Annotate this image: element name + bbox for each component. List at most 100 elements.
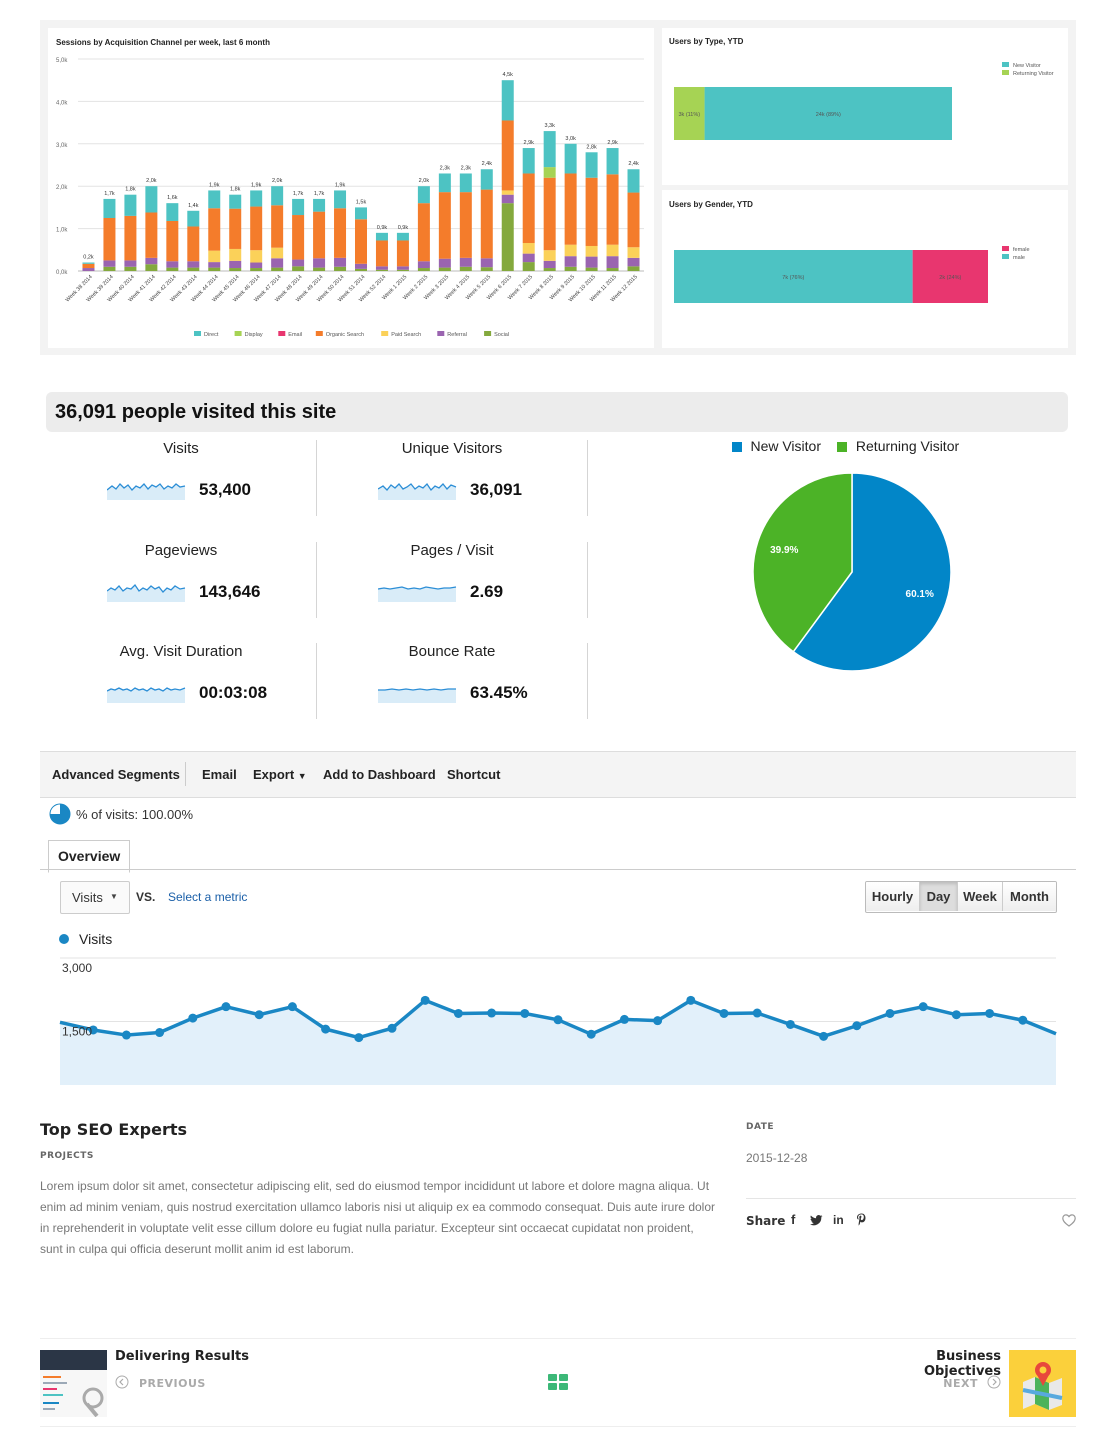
bar-segment-organic-search <box>292 215 305 260</box>
bar-total-label: 1,4k <box>188 203 199 209</box>
divider <box>316 440 317 516</box>
bar-segment-referral <box>292 259 305 267</box>
bar-segment-paid-search <box>501 190 514 195</box>
bar-total-label: 2,9k <box>524 140 535 146</box>
data-point <box>1018 1015 1028 1025</box>
bar-segment-organic-search <box>313 211 326 259</box>
bar-segment-organic-search <box>375 240 388 267</box>
bar-total-label: 1,7k <box>314 191 325 197</box>
users-by-type-card: Users by Type, YTD 3k (11%) 24k (89%) New … <box>662 28 1068 185</box>
bar-segment-direct <box>417 186 430 204</box>
next-post-title[interactable]: Business Objectives <box>923 1349 1001 1379</box>
facebook-icon[interactable]: f <box>791 1212 796 1227</box>
week-button[interactable]: Week <box>958 882 1003 911</box>
bar-total-label: 0,9k <box>377 225 388 231</box>
bar-segment-referral <box>103 260 116 267</box>
segment-percent: % of visits: 100.00% <box>76 807 194 822</box>
shortcut-button[interactable]: Shortcut <box>447 767 501 782</box>
legend-swatch <box>381 331 389 336</box>
bar-total-label: 1,8k <box>230 187 241 193</box>
stat-bounce-rate: Bounce Rate 63.45% <box>317 643 587 719</box>
visits-line-chart: 3,000 1,500 <box>59 957 1057 1085</box>
bar-segment-direct <box>480 169 493 190</box>
next-link[interactable]: NEXT <box>943 1377 978 1390</box>
y-tick-label: 0,0k <box>56 270 68 276</box>
data-point <box>453 1008 463 1018</box>
sparkline <box>378 482 457 500</box>
sparkline <box>378 688 456 703</box>
bar-segment-social <box>480 267 493 271</box>
heart-icon[interactable] <box>1062 1214 1076 1227</box>
bar-segment-social <box>627 266 640 271</box>
y-tick-label: 1,500 <box>62 1025 92 1039</box>
delivering-results-thumbnail[interactable] <box>40 1350 107 1417</box>
bar-segment-social <box>292 266 305 271</box>
bar-segment-referral <box>313 258 326 268</box>
stat-label: Pageviews <box>144 542 218 559</box>
previous-link[interactable]: PREVIOUS <box>139 1377 206 1390</box>
divider <box>40 1338 1076 1339</box>
bar-segment-direct <box>313 198 326 212</box>
legend-swatch <box>484 331 492 336</box>
hourly-button[interactable]: Hourly <box>866 882 920 911</box>
month-button[interactable]: Month <box>1003 882 1056 911</box>
add-to-dashboard-button[interactable]: Add to Dashboard <box>323 767 436 782</box>
select-metric-link[interactable]: Select a metric <box>168 890 248 904</box>
legend-label: New Visitor <box>1013 63 1041 69</box>
data-point <box>387 1023 397 1033</box>
stat-label: Avg. Visit Duration <box>119 643 243 660</box>
stat-value: 36,091 <box>470 480 522 499</box>
chevron-right-icon[interactable] <box>987 1375 1001 1389</box>
bar-segment-organic-search <box>103 218 116 261</box>
data-point <box>155 1028 165 1038</box>
visitor-pie-chart: 60.1% 39.9% <box>752 472 952 672</box>
chevron-left-icon[interactable] <box>115 1375 129 1389</box>
segment-label: 2k (24%) <box>939 275 961 281</box>
metric-select[interactable]: Visits ▼ <box>60 881 130 914</box>
divider <box>40 1426 1076 1427</box>
day-button[interactable]: Day <box>920 882 958 911</box>
bar-segment-direct <box>250 190 263 207</box>
data-point <box>88 1025 98 1035</box>
bar-segment-referral <box>585 256 598 268</box>
bar-segment-direct <box>522 148 535 174</box>
segment-pie-icon <box>49 803 71 825</box>
linkedin-icon[interactable]: in <box>833 1213 844 1227</box>
bar-segment-referral <box>271 258 284 268</box>
data-point <box>188 1013 198 1023</box>
bar-segment-direct <box>438 173 451 193</box>
twitter-icon[interactable] <box>810 1214 823 1226</box>
bar-segment-organic-search <box>355 219 367 264</box>
data-point <box>254 1010 264 1020</box>
segment-label: 24k (89%) <box>816 112 841 118</box>
bar-segment-direct <box>627 169 640 193</box>
segment-label: 3k (11%) <box>678 112 700 118</box>
export-button[interactable]: Export ▼ <box>253 767 307 782</box>
legend-swatch <box>1002 70 1009 75</box>
advanced-segments-button[interactable]: Advanced Segments <box>52 767 180 782</box>
bar-segment-social <box>585 267 598 271</box>
sparkline <box>378 586 457 602</box>
business-objectives-thumbnail[interactable] <box>1009 1350 1076 1417</box>
bar-segment-social <box>208 267 221 271</box>
data-point <box>918 1002 928 1012</box>
bar-segment-direct <box>124 194 137 216</box>
stat-value: 00:03:08 <box>199 683 268 702</box>
pinterest-icon[interactable] <box>856 1213 867 1226</box>
stat-label: Visits <box>163 440 199 457</box>
tab-overview[interactable]: Overview <box>48 840 130 873</box>
caret-down-icon: ▼ <box>110 892 118 901</box>
data-point <box>321 1024 331 1034</box>
prev-post-title[interactable]: Delivering Results <box>115 1349 249 1364</box>
grid-icon[interactable] <box>548 1374 568 1391</box>
bar-segment-direct <box>334 190 347 209</box>
bar-total-label: 2,8k <box>586 144 597 150</box>
divider <box>587 440 588 516</box>
sparkline <box>107 687 186 703</box>
bar-segment-social <box>522 262 535 271</box>
bar-segment-referral <box>208 262 221 268</box>
legend-label: male <box>1013 255 1025 261</box>
top-charts-panel: Sessions by Acquisition Channel per week… <box>40 20 1076 355</box>
email-button[interactable]: Email <box>202 767 237 782</box>
bar-segment-paid-search <box>606 244 619 257</box>
